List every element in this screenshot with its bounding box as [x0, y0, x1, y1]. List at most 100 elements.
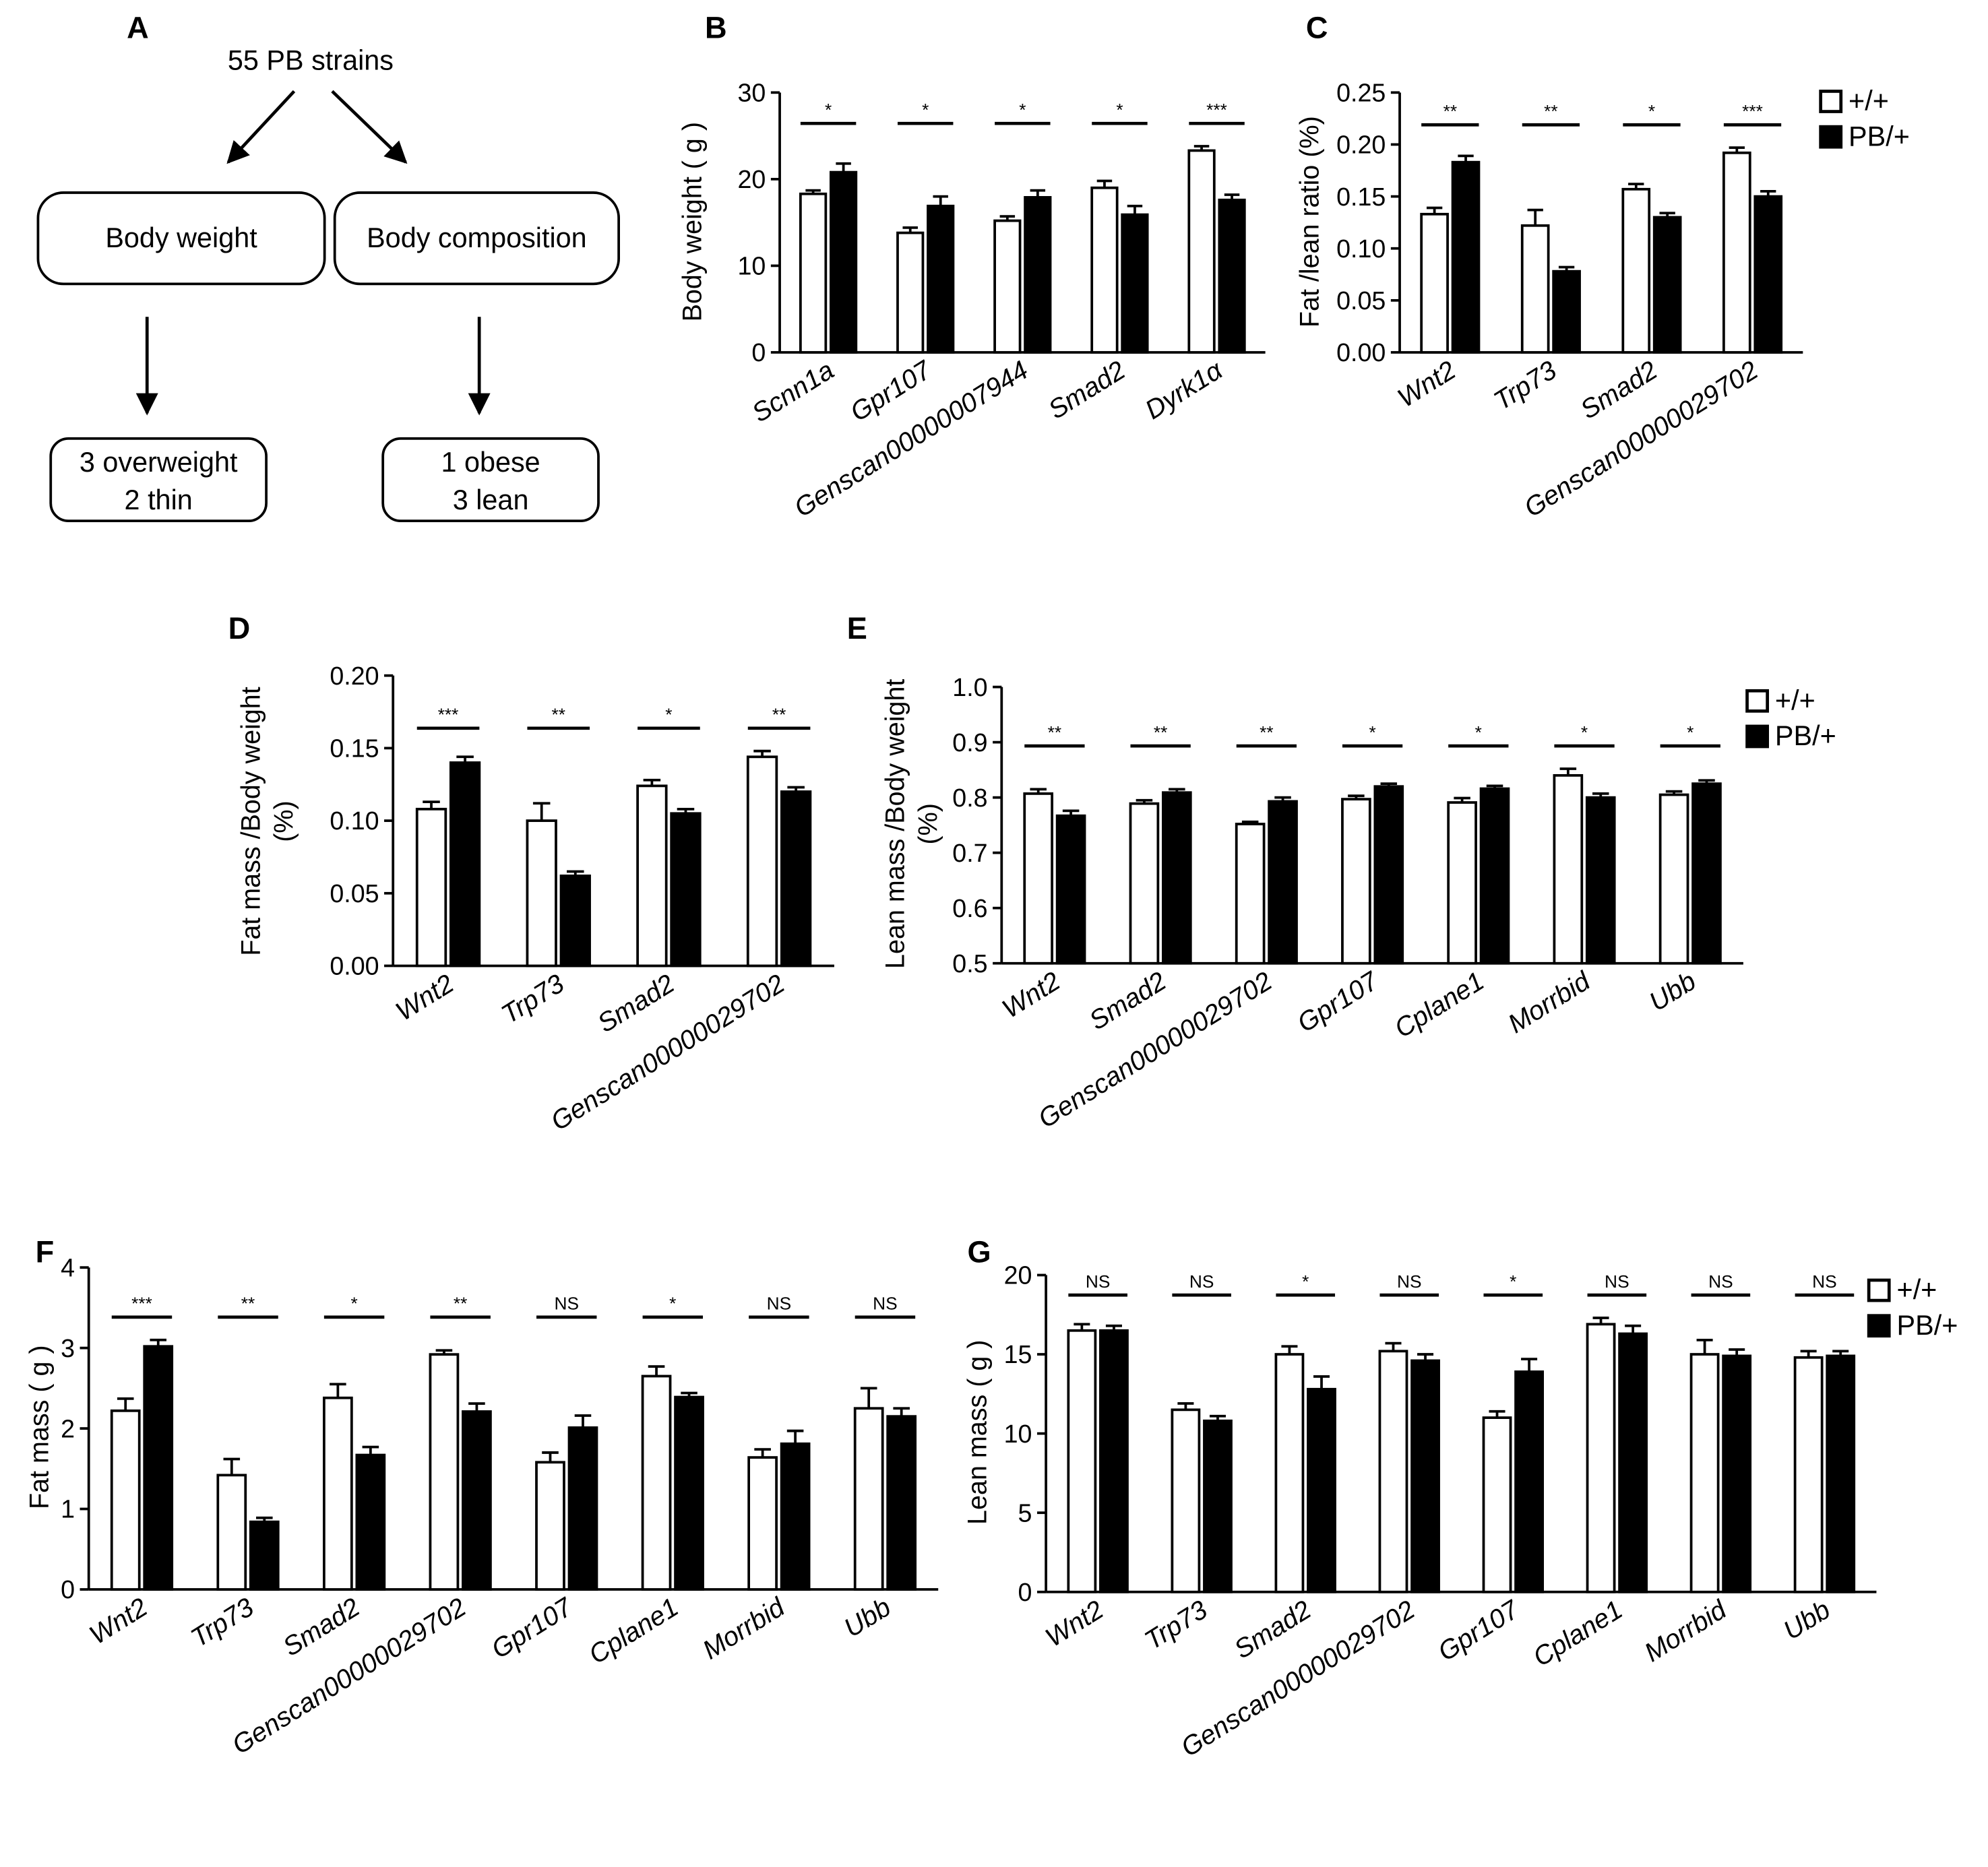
category-label: Morrbid: [1503, 966, 1596, 1039]
category-label: Trp73: [1489, 355, 1561, 416]
significance-label: **: [241, 1294, 255, 1314]
bar-wt-Morrbid: [1689, 1353, 1720, 1593]
bar-pb-Cplane1: [1618, 1332, 1648, 1593]
y-tick-label: 10: [1004, 1420, 1032, 1448]
bar-wt-Wnt2: [415, 807, 447, 968]
bar-wt-Ubb: [1793, 1356, 1824, 1593]
bar-pb-Trp73: [1552, 270, 1581, 354]
bar-wt-Cplane1: [641, 1374, 672, 1591]
category-label: Trp73: [496, 969, 569, 1030]
category-label: Cplane1: [1528, 1595, 1627, 1672]
bar-pb-Gpr107: [1373, 785, 1404, 965]
category-label: Trp73: [1140, 1595, 1212, 1655]
panel-e-letter: E: [847, 611, 867, 645]
category-label: Smad2: [278, 1592, 365, 1662]
bar-pb-Gpr107: [927, 204, 955, 354]
category-label: Morrbid: [697, 1591, 791, 1665]
bar-wt-Genscan00000007944: [993, 219, 1022, 354]
significance-label: *: [665, 705, 672, 725]
significance-label: *: [1687, 722, 1694, 742]
y-tick-label: 0: [1018, 1578, 1032, 1606]
panel-g-y-axis-label: Lean mass ( g ): [963, 1340, 993, 1525]
bar-wt-Trp73: [1171, 1408, 1201, 1593]
panel-d-y-axis-label: Fat mass /Body weight (%): [237, 687, 299, 956]
bar-wt-Trp73: [1520, 224, 1550, 354]
bar-wt-Genscan00000029702: [1378, 1350, 1408, 1593]
significance-label: *: [1475, 722, 1482, 742]
bar-pb-Cplane1: [1479, 787, 1510, 965]
category-label: Ubb: [839, 1592, 896, 1643]
bar-pb-Wnt2: [1099, 1329, 1129, 1593]
bar-wt-Gpr107: [535, 1461, 565, 1591]
panel-e-y-axis-label: Lean mass /Body weight (%): [880, 679, 943, 969]
significance-label: NS: [554, 1294, 579, 1314]
y-tick-label: 0: [61, 1575, 75, 1604]
legend-label-wt: +/+: [1849, 86, 1889, 117]
flow-result-left: [49, 437, 268, 523]
bar-pb-Gpr107: [1514, 1370, 1545, 1593]
category-label: Wnt2: [391, 969, 460, 1027]
y-tick-label: 20: [1004, 1261, 1032, 1290]
bar-wt-Smad2: [1274, 1353, 1305, 1593]
panel-d-letter: D: [228, 611, 251, 645]
bar-wt-Genscan00000029702: [429, 1353, 460, 1591]
bar-pb-Dyrk1α: [1218, 198, 1246, 354]
significance-label: NS: [1605, 1271, 1629, 1292]
significance-label: ***: [131, 1294, 152, 1314]
bar-wt-Scnn1a: [799, 192, 828, 354]
legend-swatch-wt: [1819, 90, 1843, 113]
significance-label: NS: [1708, 1271, 1733, 1292]
panel-d-chart: D 0.00 0.05 0.10 0.15 0.20 Fat mass /Body weig…: [228, 611, 834, 1137]
bar-wt-Smad2: [636, 784, 668, 968]
category-label: Ubb: [1644, 966, 1702, 1017]
legend-label-pb: PB/+: [1897, 1310, 1958, 1341]
significance-label: *: [1510, 1271, 1516, 1292]
panel-g-chart: G 0 5 10 15 20 Lean mass ( g ) NS Wnt2 NS Trp73 * Sm…: [963, 1235, 1958, 1763]
significance-label: **: [454, 1294, 468, 1314]
category-label: Wnt2: [84, 1592, 153, 1650]
bar-wt-Cplane1: [1447, 801, 1477, 965]
significance-label: NS: [1189, 1271, 1214, 1292]
significance-label: *: [1116, 100, 1123, 120]
category-label: Smad2: [1576, 355, 1663, 425]
bar-pb-Trp73: [249, 1520, 280, 1591]
bar-pb-Wnt2: [1451, 160, 1481, 354]
panel-e-chart: E 0.5 0.6 0.7 0.8 0.9 1.0 Lean mass /Body weigh…: [847, 611, 1836, 1134]
significance-label: **: [1544, 101, 1558, 121]
y-tick-label: 4: [61, 1253, 75, 1281]
significance-label: ***: [438, 705, 459, 725]
significance-label: **: [551, 705, 565, 725]
bar-wt-Wnt2: [1067, 1329, 1097, 1593]
flow-result-right-line1: 1 obese: [441, 447, 540, 478]
legend-swatch-pb: [1745, 724, 1769, 749]
panel-c-chart: C 0.00 0.05 0.10 0.15 0.20 0.25 Fat /lean ratio…: [1295, 10, 1910, 523]
bar-wt-Smad2: [1090, 186, 1119, 354]
bar-pb-Genscan00000029702: [780, 790, 812, 968]
significance-label: **: [1048, 722, 1062, 742]
y-tick-label: 0.10: [1336, 234, 1386, 263]
bar-pb-Trp73: [559, 875, 591, 968]
flow-box-body-composition-label: Body composition: [367, 222, 587, 253]
flow-result-left-line2: 2 thin: [125, 484, 193, 515]
legend-label-pb: PB/+: [1775, 720, 1836, 751]
significance-label: NS: [1397, 1271, 1422, 1292]
bar-pb-Smad2: [1652, 216, 1682, 354]
bar-wt-Smad2: [1129, 802, 1160, 965]
bar-wt-Trp73: [526, 819, 557, 968]
y-tick-label: 0.05: [330, 879, 379, 908]
flow-result-right: [381, 437, 600, 523]
category-label: Smad2: [1084, 966, 1171, 1036]
y-tick-label: 0.7: [952, 839, 987, 867]
y-tick-label: 3: [61, 1334, 75, 1362]
bar-pb-Genscan00000029702: [462, 1410, 492, 1591]
y-tick-label: 10: [738, 252, 766, 280]
bar-pb-Trp73: [1203, 1419, 1233, 1593]
significance-label: NS: [1086, 1271, 1111, 1292]
bar-wt-Gpr107: [1341, 798, 1371, 965]
significance-label: NS: [767, 1294, 792, 1314]
category-label: Gpr107: [1293, 966, 1385, 1038]
category-label: Trp73: [186, 1592, 259, 1653]
bar-pb-Smad2: [670, 812, 702, 968]
